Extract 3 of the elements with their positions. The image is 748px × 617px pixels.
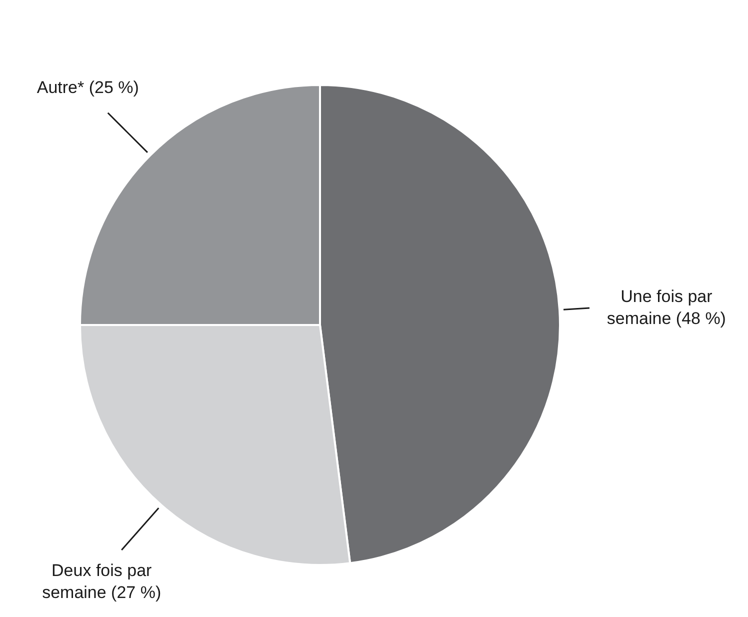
slice-label: Une fois par semaine (48 %) bbox=[606, 287, 726, 328]
slice-label: Deux fois par semaine (27 %) bbox=[42, 561, 162, 602]
slice-label: Autre* (25 %) bbox=[36, 78, 139, 97]
